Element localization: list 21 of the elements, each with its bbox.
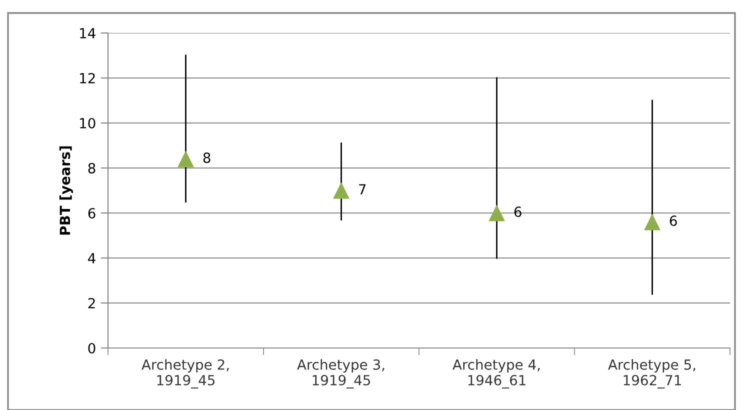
x-tick-label: Archetype 5, 1962_71 xyxy=(608,359,696,388)
x-tick-label: Archetype 3, 1919_45 xyxy=(297,359,384,388)
y-axis-title: PBT [years] xyxy=(59,146,73,235)
data-label: 8 xyxy=(203,152,210,164)
point xyxy=(644,214,660,230)
point xyxy=(488,204,505,222)
y-tick-label: 12 xyxy=(80,72,95,84)
data-label: 7 xyxy=(359,184,366,194)
y-tick-label: 14 xyxy=(80,28,96,38)
point xyxy=(333,182,350,199)
y-tick-label: 4 xyxy=(88,253,96,264)
y-tick-label: 6 xyxy=(88,208,96,218)
y-tick-label: 0 xyxy=(88,342,96,354)
data-label: 6 xyxy=(670,216,677,226)
y-tick-label: 8 xyxy=(88,162,96,174)
data-label: 6 xyxy=(514,206,522,218)
y-tick-label: 10 xyxy=(80,118,96,128)
x-tick-label: Archetype 2, 1919_45 xyxy=(142,359,229,388)
x-tick-label: Archetype 4, 1946_61 xyxy=(452,359,540,388)
point xyxy=(178,150,194,168)
y-tick-label: 2 xyxy=(88,298,95,308)
